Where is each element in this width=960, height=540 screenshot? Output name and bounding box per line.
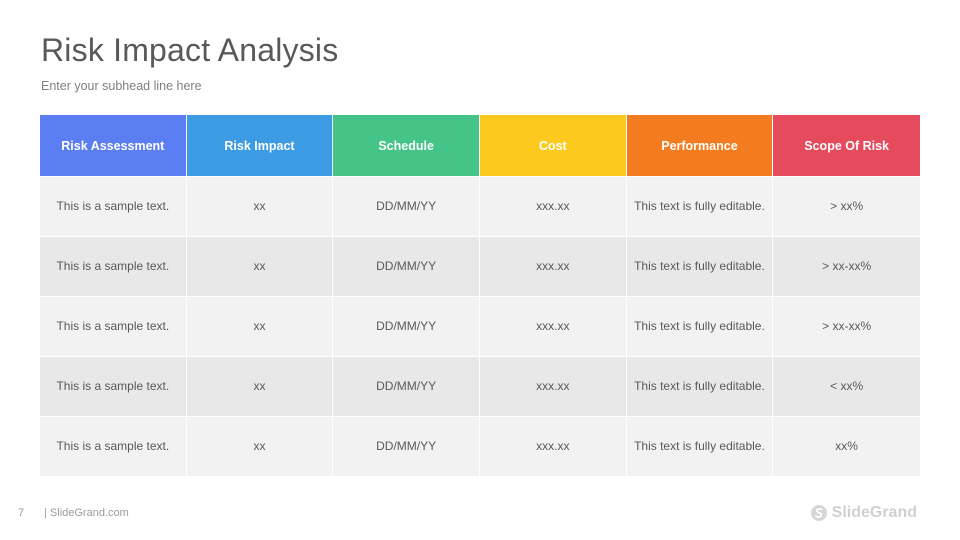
header-risk-impact: Risk Impact <box>186 115 334 176</box>
cell-schedule: DD/MM/YY <box>333 176 480 236</box>
cell-risk-assessment: This is a sample text. <box>40 356 187 416</box>
cell-risk-assessment: This is a sample text. <box>40 296 187 356</box>
header-scope-of-risk: Scope Of Risk <box>773 115 920 176</box>
logo-text: SlideGrand <box>831 504 917 521</box>
cell-performance: This text is fully editable. <box>626 176 774 236</box>
cell-scope-of-risk: > xx% <box>773 176 920 236</box>
cell-scope-of-risk: xx% <box>773 416 920 476</box>
header-performance: Performance <box>626 115 774 176</box>
cell-scope-of-risk: > xx-xx% <box>773 296 920 356</box>
header-schedule: Schedule <box>333 115 480 176</box>
cell-risk-impact: xx <box>186 356 334 416</box>
cell-risk-assessment: This is a sample text. <box>40 416 187 476</box>
cell-schedule: DD/MM/YY <box>333 296 480 356</box>
cell-risk-impact: xx <box>186 416 334 476</box>
table-row: This is a sample text. xx DD/MM/YY xxx.x… <box>40 356 920 416</box>
cell-scope-of-risk: > xx-xx% <box>773 236 920 296</box>
cell-schedule: DD/MM/YY <box>333 236 480 296</box>
footer-site-link: | SlideGrand.com <box>44 507 129 519</box>
cell-risk-assessment: This is a sample text. <box>40 236 187 296</box>
slidegrand-logo: SlideGrand <box>810 504 917 522</box>
cell-performance: This text is fully editable. <box>626 236 774 296</box>
cell-scope-of-risk: < xx% <box>773 356 920 416</box>
slide-subhead: Enter your subhead line here <box>41 79 202 93</box>
table-row: This is a sample text. xx DD/MM/YY xxx.x… <box>40 236 920 296</box>
table-row: This is a sample text. xx DD/MM/YY xxx.x… <box>40 416 920 476</box>
cell-cost: xxx.xx <box>479 236 627 296</box>
table-header-row: Risk Assessment Risk Impact Schedule Cos… <box>40 115 920 176</box>
cell-risk-impact: xx <box>186 176 334 236</box>
risk-impact-table: Risk Assessment Risk Impact Schedule Cos… <box>40 115 920 476</box>
cell-cost: xxx.xx <box>479 176 627 236</box>
slidegrand-logo-icon <box>810 505 827 521</box>
cell-risk-assessment: This is a sample text. <box>40 176 187 236</box>
cell-cost: xxx.xx <box>479 296 627 356</box>
cell-risk-impact: xx <box>186 236 334 296</box>
table-row: This is a sample text. xx DD/MM/YY xxx.x… <box>40 296 920 356</box>
header-cost: Cost <box>479 115 627 176</box>
cell-performance: This text is fully editable. <box>626 356 774 416</box>
page-number: 7 <box>18 507 25 519</box>
cell-cost: xxx.xx <box>479 356 627 416</box>
cell-schedule: DD/MM/YY <box>333 416 480 476</box>
cell-risk-impact: xx <box>186 296 334 356</box>
table-row: This is a sample text. xx DD/MM/YY xxx.x… <box>40 176 920 236</box>
cell-performance: This text is fully editable. <box>626 296 774 356</box>
cell-performance: This text is fully editable. <box>626 416 774 476</box>
cell-cost: xxx.xx <box>479 416 627 476</box>
slide-title: Risk Impact Analysis <box>41 32 339 68</box>
cell-schedule: DD/MM/YY <box>333 356 480 416</box>
header-risk-assessment: Risk Assessment <box>40 115 187 176</box>
